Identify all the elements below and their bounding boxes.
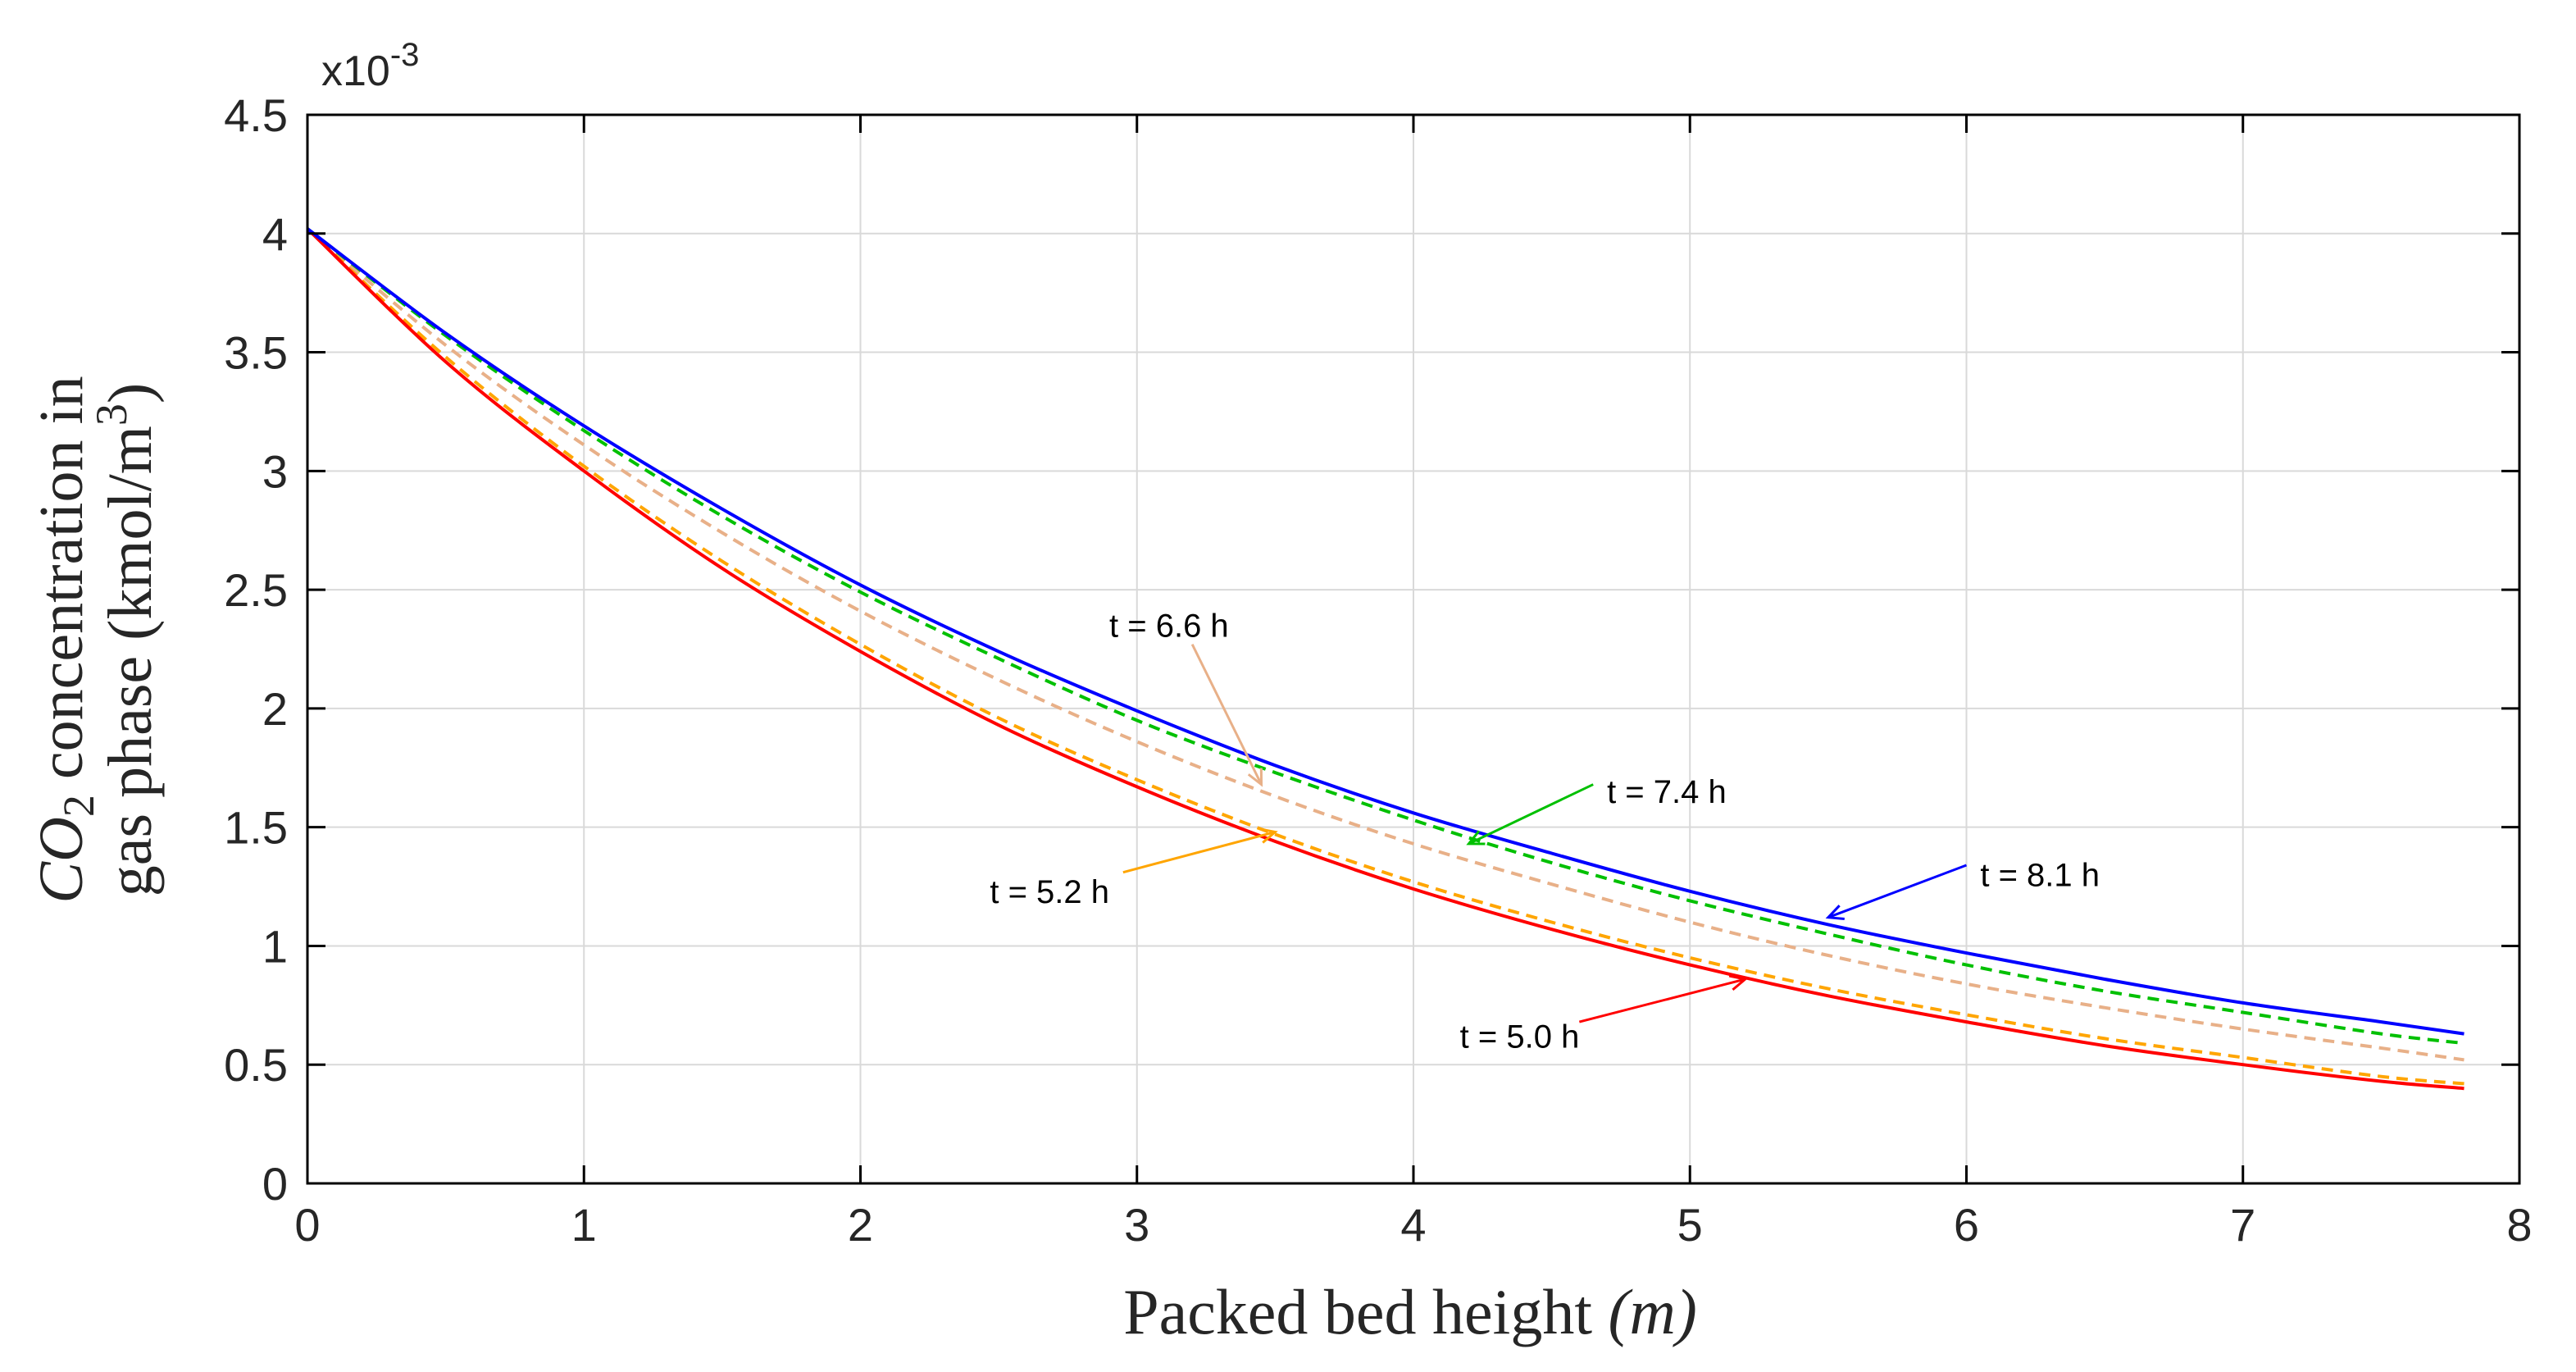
x-tick-label: 4 — [1400, 1199, 1426, 1251]
annotation-arrowhead — [1247, 768, 1263, 787]
series-line-t-8-1-h — [306, 227, 2464, 1036]
y-tick-label: 4 — [262, 208, 288, 260]
annotation-label: t = 5.0 h — [1460, 1019, 1580, 1055]
y-tick-label: 1.5 — [224, 802, 288, 854]
x-tick-label: 6 — [1954, 1199, 1979, 1251]
y-tick-labels: 0 0.5 1 1.5 2 2.5 3 3.5 4 4.5 — [224, 89, 288, 1210]
x-tick-labels: 0 1 2 3 4 5 6 7 8 — [294, 1199, 2532, 1251]
annotation-arrowhead — [1728, 974, 1749, 991]
y-tick-label: 0.5 — [224, 1039, 288, 1091]
annotation-label: t = 7.4 h — [1607, 774, 1727, 810]
y-tick-label: 2.5 — [224, 564, 288, 616]
y-tick-label: 2 — [262, 683, 288, 735]
x-tick-label: 8 — [2506, 1199, 2532, 1251]
exponent-label: x10-3 — [321, 37, 419, 95]
annotation-arrowhead — [1258, 827, 1278, 844]
y-axis-label: CO2 concentration in gas phase (kmol/m3) — [27, 376, 165, 903]
series-line-t-5-2-h — [306, 227, 2464, 1086]
x-tick-label: 2 — [848, 1199, 873, 1251]
x-tick-label: 0 — [294, 1199, 320, 1251]
y-tick-label: 0 — [262, 1158, 288, 1210]
annotation-label: t = 6.6 h — [1109, 609, 1229, 645]
annotation-arrow — [1468, 783, 1594, 846]
y-tick-label: 3.5 — [224, 327, 288, 379]
series-line-t-5-0-h — [306, 227, 2464, 1091]
annotation-arrowhead — [1825, 905, 1845, 920]
x-tick-label: 1 — [571, 1199, 597, 1251]
tick-marks — [306, 113, 2521, 1185]
x-tick-label: 7 — [2230, 1199, 2255, 1251]
series-group — [306, 227, 2464, 1091]
x-tick-label: 3 — [1124, 1199, 1149, 1251]
annotation-label: t = 8.1 h — [1980, 858, 2100, 894]
annotation-arrowhead — [1466, 830, 1486, 846]
series-line-t-7-4-h — [306, 227, 2464, 1046]
x-axis-label: Packed bed height (m) — [1123, 1276, 1697, 1347]
annotation-label: t = 5.2 h — [990, 874, 1109, 910]
y-tick-label: 1 — [262, 920, 288, 972]
annotation-arrow — [1122, 831, 1276, 874]
annotation-arrow — [1827, 864, 1968, 919]
annotation-arrow — [1190, 644, 1263, 786]
x-tick-label: 5 — [1677, 1199, 1703, 1251]
y-tick-label: 4.5 — [224, 89, 288, 141]
y-axis-label-line2: gas phase (kmol/m3) — [87, 383, 165, 896]
y-axis-label-line1: CO2 concentration in — [27, 376, 103, 903]
annotations-group: t = 6.6 h t = 7.4 h t = 8.1 h t = 5.2 h t = … — [990, 609, 2100, 1055]
y-tick-label: 3 — [262, 445, 288, 497]
annotation-arrow — [1578, 978, 1746, 1023]
series-line-t-6-6-h — [306, 227, 2464, 1062]
